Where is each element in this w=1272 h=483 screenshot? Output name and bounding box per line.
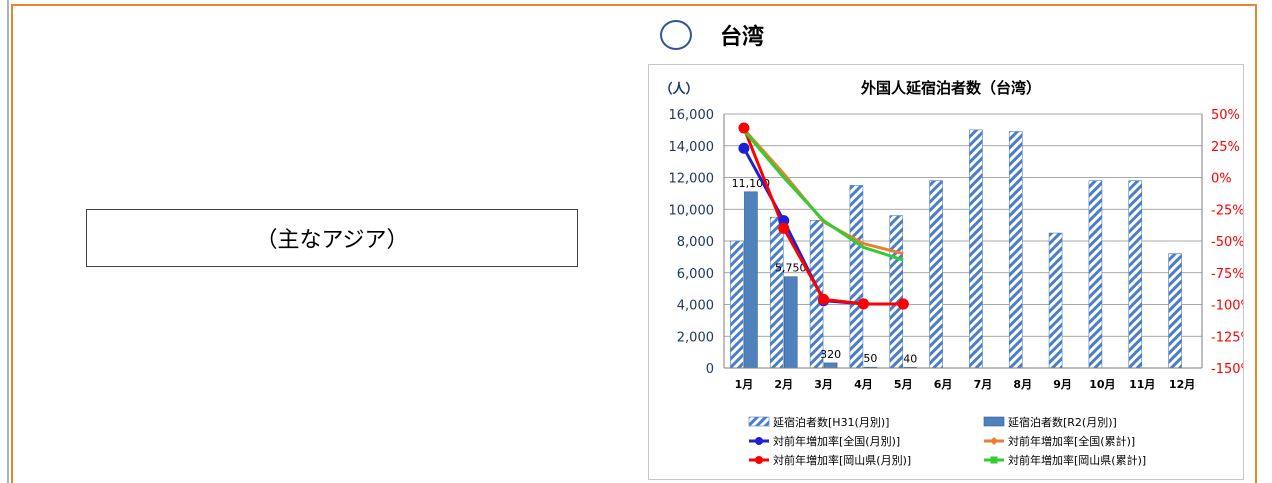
series-point [897, 298, 909, 310]
y-axis-label: （人） [659, 81, 698, 97]
legend-marker [755, 456, 763, 464]
series-line [742, 147, 904, 306]
x-tick-label: 1月 [735, 378, 754, 391]
bar-h31 [769, 216, 784, 369]
bar-data-label: 50 [863, 352, 877, 365]
legend-label: 延宿泊者数[H31(月別)] [773, 415, 889, 429]
bar-data-label: 5,750 [775, 262, 807, 275]
y2-tick-label: -75% [1211, 267, 1243, 282]
y2-tick-label: -150% [1211, 362, 1243, 377]
y-tick-label: 8,000 [677, 235, 714, 250]
legend-label: 対前年増加率[岡山県(月別)] [773, 453, 911, 467]
chart-title: 外国人延宿泊者数（台湾） [860, 79, 1041, 97]
bar-data-label: 40 [903, 352, 917, 365]
series-point [738, 122, 750, 134]
region-label: （主なアジア） [86, 209, 578, 267]
bar-h31 [730, 240, 744, 369]
legend-marker [755, 437, 763, 445]
y-tick-label: 10,000 [669, 203, 715, 218]
x-tick-label: 4月 [854, 378, 873, 391]
y-tick-label: 0 [706, 362, 714, 377]
x-tick-label: 11月 [1129, 378, 1155, 391]
y2-tick-label: 25% [1211, 140, 1240, 155]
legend-marker [990, 456, 998, 464]
y-tick-label: 12,000 [669, 172, 715, 187]
y2-tick-label: -100% [1211, 299, 1243, 314]
x-tick-label: 5月 [894, 378, 913, 391]
y-tick-label: 6,000 [677, 267, 714, 282]
y2-tick-label: -125% [1211, 330, 1243, 345]
x-tick-label: 6月 [934, 378, 953, 391]
x-tick-label: 7月 [974, 378, 993, 391]
legend-swatch [748, 416, 770, 427]
series-point [857, 298, 869, 310]
x-tick-label: 10月 [1089, 378, 1115, 391]
series-point [778, 215, 790, 227]
series-point [738, 142, 750, 154]
y-tick-label: 2,000 [677, 330, 714, 345]
y2-tick-label: 0% [1211, 172, 1232, 187]
x-tick-label: 8月 [1013, 378, 1032, 391]
y2-tick-label: -25% [1211, 203, 1243, 218]
y2-tick-label: 50% [1211, 108, 1240, 123]
bar-h31 [849, 185, 864, 369]
series-point [818, 293, 830, 305]
y-tick-label: 4,000 [677, 299, 714, 314]
legend-label: 延宿泊者数[R2(月別)] [1008, 415, 1117, 429]
bar-h31 [929, 180, 943, 369]
bar-h31 [1048, 232, 1063, 369]
bar-h31 [969, 129, 983, 369]
bar-h31 [1008, 131, 1023, 369]
country-name: 台湾 [720, 25, 765, 50]
legend-marker [990, 437, 998, 445]
bar-h31 [1088, 180, 1103, 369]
x-tick-label: 2月 [774, 378, 793, 391]
bar-h31 [889, 215, 904, 369]
left-panel-edge [0, 0, 9, 483]
legend-swatch [983, 416, 1005, 427]
series-point [778, 222, 790, 234]
x-tick-label: 9月 [1053, 378, 1072, 391]
bar-r2 [783, 276, 798, 369]
series-line [742, 129, 904, 262]
bar-h31 [1168, 253, 1182, 369]
circle-icon [660, 20, 692, 50]
bar-data-label: 320 [820, 348, 841, 361]
bar-h31 [1128, 180, 1143, 369]
legend-label: 対前年増加率[全国(累計)] [1008, 434, 1135, 448]
y-tick-label: 14,000 [669, 140, 715, 155]
bar-r2 [823, 362, 838, 369]
legend-label: 対前年増加率[岡山県(累計)] [1008, 453, 1146, 467]
x-tick-label: 3月 [814, 378, 833, 391]
x-tick-label: 12月 [1169, 378, 1195, 391]
chart-frame: 外国人延宿泊者数（台湾） （人） 11,100 5,750 320 50 40 0 2,0… [648, 64, 1253, 480]
bar-r2 [744, 191, 758, 369]
legend-label: 対前年増加率[全国(月別)] [773, 434, 900, 448]
y-tick-label: 16,000 [669, 108, 715, 123]
y2-tick-label: -50% [1211, 235, 1243, 250]
